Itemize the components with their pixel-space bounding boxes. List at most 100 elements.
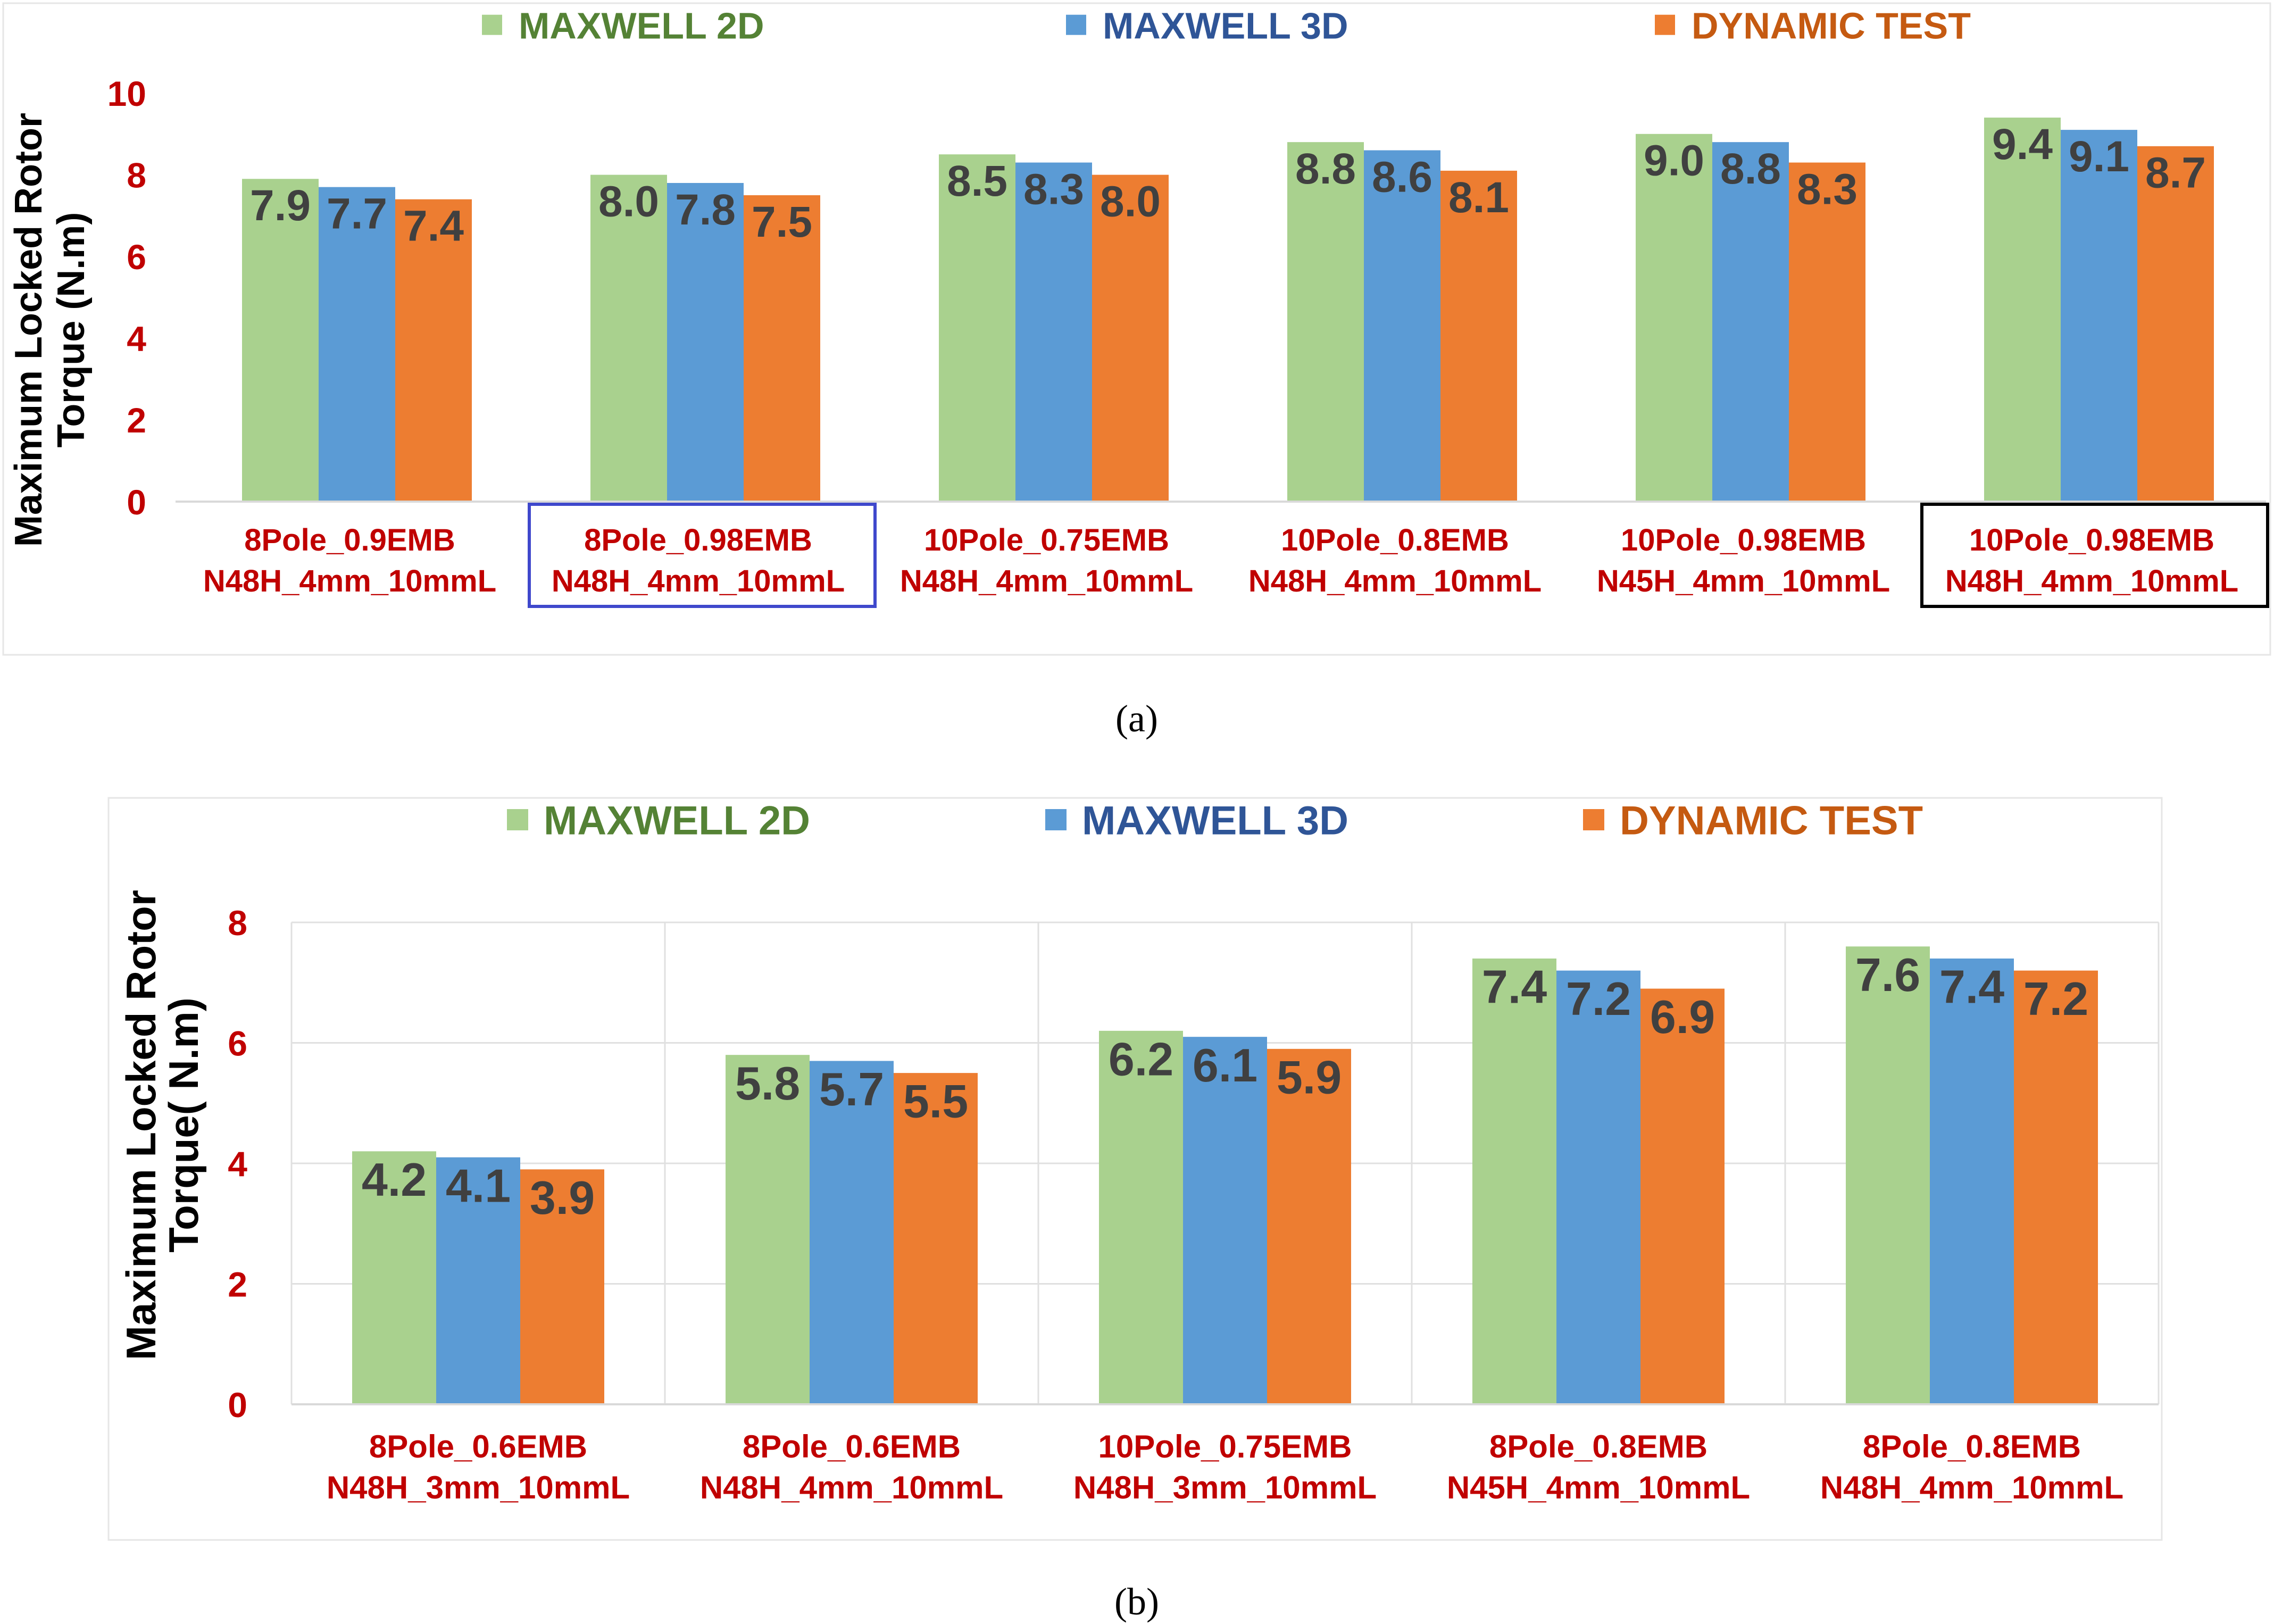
y-tick-label: 0 [127,482,146,522]
bar [395,199,472,502]
data-label: 8.0 [598,178,659,226]
data-label: 5.5 [903,1075,968,1128]
x-category-label: 10Pole_0.98EMB [1969,523,2214,557]
data-label: 8.0 [1100,178,1161,226]
x-category-label: N48H_4mm_10mmL [1820,1470,2123,1505]
data-label: 5.8 [735,1057,800,1110]
bar [1712,142,1789,502]
data-label: 9.1 [2069,132,2129,181]
x-category-label: 10Pole_0.75EMB [924,523,1169,557]
x-category-label: 8Pole_0.8EMB [1863,1429,2081,1464]
legend-label-3: DYNAMIC TEST [1620,798,1923,844]
data-label: 4.1 [446,1159,511,1212]
legend-swatch-2 [1066,14,1086,35]
legend-label-2: MAXWELL 3D [1082,798,1348,844]
data-label: 8.3 [1023,165,1084,213]
caption-b: (b) [1114,1580,1159,1623]
data-label: 8.6 [1372,153,1432,201]
data-label: 5.9 [1277,1051,1342,1103]
x-category-label: 10Pole_0.75EMB [1098,1429,1352,1464]
data-label: 7.4 [1482,961,1547,1013]
bar [744,195,820,502]
bar [894,1073,978,1404]
data-label: 8.3 [1797,165,1857,213]
data-label: 3.9 [530,1171,595,1224]
data-label: 7.2 [2023,972,2088,1025]
caption-a: (a) [1115,697,1158,740]
bar [2137,146,2214,502]
chart-a: 0 2 4 6 8 10 Maximum Locked Rotor Torque (N.m) M… [7,5,2269,608]
bar [1636,134,1712,502]
data-label: 7.9 [250,181,311,230]
data-label: 4.2 [362,1153,427,1206]
bar [2061,130,2137,502]
bar [1099,1030,1183,1404]
bar [810,1061,894,1404]
highlight-box-blue [528,503,877,608]
bar [436,1157,520,1404]
bar [1287,142,1364,502]
y-axis-title: Torque( N.m) [160,997,207,1253]
x-category-label: N48H_3mm_10mmL [1073,1470,1377,1505]
bar [1640,988,1725,1404]
bar [1556,970,1640,1404]
legend-swatch-1 [507,809,528,830]
legend-swatch-2 [1045,809,1067,830]
legend-swatch-3 [1583,809,1604,830]
bar [242,179,319,502]
bar [1984,118,2061,502]
legend-label-2: MAXWELL 3D [1103,5,1348,47]
data-label: 7.7 [327,190,387,238]
legend-label-1: MAXWELL 2D [544,798,810,844]
data-label: 7.4 [1939,961,2004,1013]
y-axis-title: Maximum Locked Rotor [118,890,164,1360]
x-category-label: N45H_4mm_10mmL [1447,1470,1750,1505]
bar [1092,174,1169,502]
bar [1364,150,1440,502]
x-category-label: 8Pole_0.6EMB [369,1429,587,1464]
y-tick-label: 2 [228,1264,247,1304]
legend-swatch-1 [482,14,502,35]
x-category-label: N48H_4mm_10mmL [1248,564,1542,598]
x-category-label: 10Pole_0.98EMB [1621,523,1866,557]
data-label: 6.2 [1109,1032,1173,1085]
legend-label-1: MAXWELL 2D [519,5,764,47]
y-tick-label: 10 [107,74,146,113]
x-category-label: 8Pole_0.98EMB [584,523,812,557]
x-category-label: N48H_4mm_10mmL [700,1470,1003,1505]
x-category-label: N48H_4mm_10mmL [900,564,1193,598]
data-label: 7.2 [1566,972,1631,1025]
x-category-label: N48H_4mm_10mmL [203,564,496,598]
y-tick-label: 8 [228,903,247,943]
bar [1183,1037,1267,1404]
legend-swatch-3 [1655,14,1675,35]
x-category-label: 8Pole_0.9EMB [244,523,455,557]
data-label: 6.9 [1650,990,1715,1043]
bar [352,1151,436,1404]
x-category-label: 8Pole_0.6EMB [743,1429,961,1464]
bar [1267,1048,1351,1404]
y-tick-label: 0 [228,1385,247,1425]
bar [1472,958,1556,1404]
y-tick-label: 4 [228,1144,247,1184]
data-label: 7.6 [1855,948,1920,1001]
highlight-box-black [1920,503,2269,608]
bar [726,1055,810,1404]
data-label: 7.4 [403,202,464,251]
data-label: 9.0 [1644,137,1704,185]
x-category-label: N48H_3mm_10mmL [327,1470,630,1505]
bar [2014,970,2098,1404]
x-category-label: 10Pole_0.8EMB [1281,523,1509,557]
y-axis-title: Torque (N.m) [50,212,93,448]
bar [1930,958,2014,1404]
data-label: 8.5 [947,157,1007,205]
x-category-label: N45H_4mm_10mmL [1597,564,1890,598]
bar [319,187,395,502]
y-tick-label: 4 [127,319,146,359]
y-tick-label: 6 [228,1023,247,1063]
data-label: 5.7 [819,1063,884,1115]
data-label: 9.4 [1992,120,2053,169]
data-label: 7.8 [675,186,736,234]
legend-label-3: DYNAMIC TEST [1692,5,1971,47]
